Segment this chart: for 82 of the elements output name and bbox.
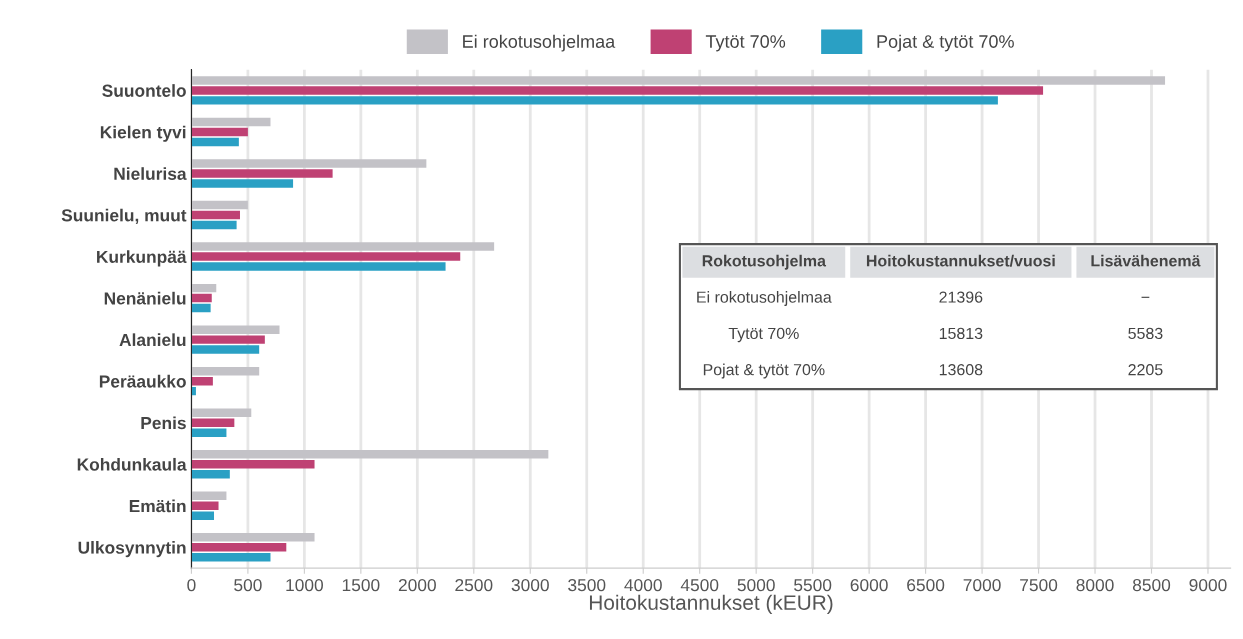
- x-tick-label: 5500: [794, 578, 832, 592]
- bar: [191, 345, 260, 354]
- y-tick-label: Peräaukko: [99, 374, 186, 388]
- x-tick-label: 1500: [342, 578, 380, 592]
- y-tick-label: Emätin: [129, 499, 186, 513]
- annotation: 15813: [939, 327, 983, 340]
- annotation: Rokotusohjelma: [702, 254, 827, 270]
- bar: [191, 366, 260, 376]
- y-tick-label: Kielen tyvi: [100, 125, 186, 142]
- y-tick-label: Penis: [141, 416, 186, 430]
- bar: [191, 169, 333, 178]
- x-axis-title: Hoitokustannukset (kEUR): [589, 594, 833, 615]
- bar: [191, 469, 230, 479]
- bar: [191, 179, 294, 188]
- x-tick-label: 7000: [963, 578, 1001, 592]
- bar: [191, 210, 240, 220]
- x-tick-label: 3000: [511, 578, 549, 592]
- bar: [191, 242, 495, 251]
- bar: [191, 96, 998, 105]
- bar: [191, 293, 212, 303]
- annotation: Tytöt 70%: [728, 327, 799, 343]
- y-tick-label: Kurkunpää: [97, 250, 187, 267]
- x-tick-label: 8500: [1132, 578, 1171, 592]
- bar: [191, 252, 461, 261]
- annotation: Lisävähenemä: [1091, 254, 1201, 267]
- x-tick-label: 3500: [568, 578, 606, 592]
- x-tick-label: 5000: [737, 578, 775, 592]
- bar: [191, 491, 227, 501]
- bar: [191, 159, 427, 168]
- bar: [191, 220, 237, 230]
- x-tick-label: 500: [234, 578, 262, 592]
- y-tick-label: Ulkosynnytin: [78, 541, 186, 558]
- bar: [191, 137, 239, 147]
- annotation: 2205: [1128, 364, 1163, 376]
- annotation: Hoitokustannukset/vuosi: [866, 254, 1055, 267]
- bar: [191, 501, 219, 511]
- legend-label: Ei rokotusohjelmaa: [463, 34, 616, 52]
- x-tick-label: 1000: [286, 578, 324, 592]
- bar: [191, 262, 446, 271]
- bar: [191, 543, 287, 552]
- annotation: −: [1141, 296, 1150, 298]
- bar: [191, 117, 271, 127]
- annotation: Ei rokotusohjelmaa: [697, 291, 832, 306]
- x-tick-label: 6000: [850, 578, 888, 592]
- annotation: 13608: [939, 364, 983, 376]
- bar: [191, 460, 315, 469]
- bar: [191, 450, 549, 459]
- bar: [191, 418, 235, 427]
- bar: [191, 408, 252, 417]
- bar: [191, 553, 271, 562]
- bar: [191, 86, 1044, 95]
- bar: [191, 428, 227, 437]
- bar: [191, 303, 211, 313]
- x-tick-label: 4000: [624, 578, 662, 592]
- y-tick-label: Alanielu: [119, 333, 186, 347]
- x-tick-label: 0: [187, 578, 196, 592]
- y-tick-label: Nenänielu: [104, 291, 186, 305]
- bar: [191, 283, 217, 293]
- bar: [191, 200, 248, 210]
- legend-label: Pojat & tytöt 70%: [877, 34, 1014, 52]
- bar: [191, 325, 280, 334]
- x-tick-label: 2000: [398, 578, 436, 592]
- annotation: 5583: [1128, 327, 1163, 340]
- y-tick-label: Suuontelo: [102, 84, 186, 97]
- x-tick-label: 2500: [455, 578, 493, 592]
- x-tick-label: 6500: [907, 578, 945, 592]
- y-tick-label: Suunielu, muut: [61, 208, 187, 224]
- x-tick-label: 7500: [1020, 578, 1058, 592]
- x-tick-label: 8000: [1076, 578, 1114, 592]
- bar: [191, 533, 315, 542]
- bar: [191, 127, 248, 137]
- x-tick-label: 4500: [680, 578, 719, 592]
- y-tick-label: Kohdunkaula: [77, 457, 187, 471]
- legend-label: Tytöt 70%: [705, 35, 786, 52]
- bar: [191, 335, 265, 344]
- annotation: Pojat & tytöt 70%: [703, 363, 825, 379]
- bar: [191, 511, 215, 520]
- bar: [191, 376, 213, 386]
- bar: [191, 76, 1166, 85]
- x-tick-label: 9000: [1189, 578, 1227, 592]
- annotation: 21396: [939, 291, 983, 303]
- y-tick-label: Nielurisa: [114, 167, 187, 180]
